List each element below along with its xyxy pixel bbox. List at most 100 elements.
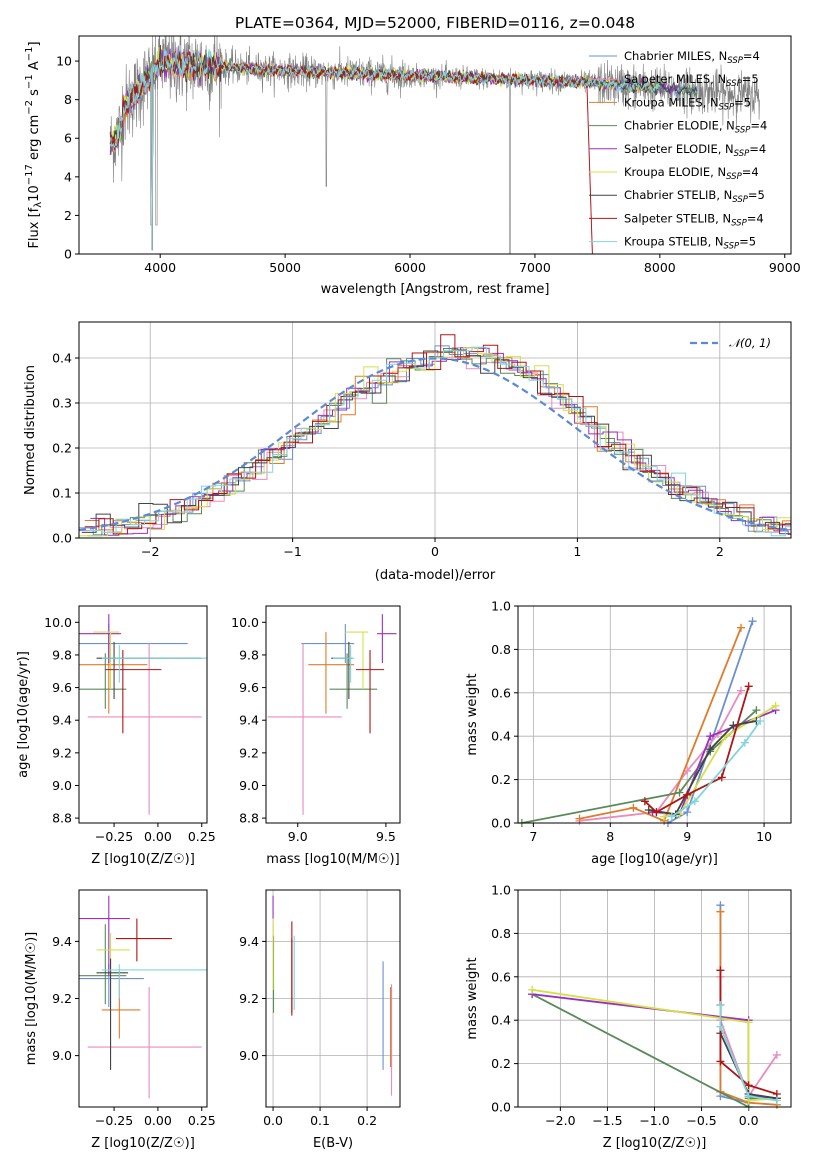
weight-vs-age-marker-2-5 bbox=[737, 686, 746, 695]
spectrum-legend: Chabrier MILES, NSSP=4 Salpeter MILES, NS… bbox=[589, 49, 767, 252]
residual-hist-ytick-label: 0.3 bbox=[52, 396, 72, 411]
weight-vs-age-xlabel: age [log10(age/yr)] bbox=[591, 852, 718, 867]
weight-vs-age-ytick-label: 0.4 bbox=[491, 729, 511, 744]
weight-vs-z-marker-6-2 bbox=[744, 1018, 753, 1027]
spectrum-ytick-label: 2 bbox=[64, 208, 72, 223]
weight-vs-age-xtick-label: 7 bbox=[529, 829, 537, 844]
weight-vs-z-marker-3-1 bbox=[716, 907, 725, 916]
weight-vs-age-marker-8-1 bbox=[640, 797, 649, 806]
mass-vs-ebv-xtick-label: 0.0 bbox=[263, 1113, 283, 1128]
age-vs-mass-point-5 bbox=[377, 614, 397, 664]
age-vs-z-ytick-label: 9.2 bbox=[52, 745, 72, 760]
age-vs-z-ytick-label: 8.8 bbox=[52, 811, 72, 826]
mass-vs-ebv-ytick-label: 9.2 bbox=[239, 991, 259, 1006]
mass-vs-z-point-7 bbox=[96, 958, 129, 1070]
age-vs-z-point-4 bbox=[79, 653, 127, 709]
hist-step-6 bbox=[79, 347, 791, 537]
weight-vs-age-marker-9-1 bbox=[667, 812, 676, 821]
spectrum-axes: 4000 5000 6000 7000 8000 9000 0 2 4 6 8 10 bbox=[56, 54, 801, 275]
age-vs-z-point-8 bbox=[105, 650, 162, 734]
spectrum-xtick-label: 8000 bbox=[644, 260, 676, 275]
weight-vs-age-marker-1-2 bbox=[683, 808, 692, 817]
weight-vs-z-xlabel: Z [log10(Z/Z☉)] bbox=[603, 1136, 707, 1151]
mass-vs-z-point-4 bbox=[79, 924, 127, 1005]
mass-vs-z-point-1 bbox=[79, 964, 144, 1008]
mass-vs-ebv-frame bbox=[265, 889, 401, 1108]
weight-vs-age-marker-8-2 bbox=[652, 808, 661, 817]
age-vs-z-ylabel: age [log10(age/yr)] bbox=[16, 651, 31, 778]
mass-vs-z-xlabel: Z [log10(Z/Z☉)] bbox=[91, 1136, 195, 1151]
legend-label-6: Kroupa ELODIE, NSSP=4 bbox=[624, 165, 759, 182]
spectrum-ylabel: Flux [fλ10−17 erg cm−2 s−1 A−1] bbox=[24, 41, 44, 248]
weight-vs-age-marker-3-2 bbox=[629, 803, 638, 812]
residual-hist-xlabel: (data-model)/error bbox=[375, 568, 496, 583]
age-vs-mass-ytick-label: 9.6 bbox=[239, 680, 259, 695]
weight-vs-z-marker-9-2 bbox=[716, 1022, 725, 1031]
spectrum-observed-line bbox=[109, 36, 761, 254]
mass-vs-z-xtick-label: −0.25 bbox=[95, 1113, 133, 1128]
weight-vs-z-marker-6-1 bbox=[528, 985, 537, 994]
legend-label-1: Chabrier MILES, NSSP=4 bbox=[624, 49, 760, 66]
age-vs-mass-ytick-label: 9.8 bbox=[239, 647, 259, 662]
age-vs-z-xtick-label: −0.25 bbox=[95, 829, 133, 844]
weight-vs-z-ylabel: mass weight bbox=[465, 957, 480, 1039]
weight-vs-z-frame bbox=[517, 889, 792, 1108]
residual-hist-ytick-label: 0.0 bbox=[52, 531, 72, 546]
weight-vs-z-ytick-label: 0.6 bbox=[491, 969, 511, 984]
weight-vs-age-frame bbox=[517, 605, 792, 824]
weight-vs-z-marker-8-3 bbox=[744, 1081, 753, 1090]
age-vs-z-point-1 bbox=[79, 623, 188, 664]
mass-vs-z-point-3 bbox=[101, 969, 141, 1039]
mass-vs-ebv-xtick-label: 0.1 bbox=[310, 1113, 330, 1128]
age-vs-z-point-6 bbox=[93, 631, 120, 690]
age-vs-z-ytick-label: 9.6 bbox=[52, 680, 72, 695]
mass-vs-z-ytick-label: 9.4 bbox=[52, 934, 72, 949]
age-vs-z-xtick-label: 0.00 bbox=[144, 829, 172, 844]
weight-vs-age-series-2 bbox=[579, 690, 742, 822]
weight-vs-z-xtick-label: −2.0 bbox=[545, 1113, 575, 1128]
spectrum-xtick-label: 5000 bbox=[269, 260, 301, 275]
weight-vs-age-ytick-label: 1.0 bbox=[491, 599, 511, 614]
age-vs-z-point-9 bbox=[101, 645, 207, 683]
spectrum-ytick-label: 0 bbox=[64, 247, 72, 262]
weight-vs-z-ytick-label: 0.2 bbox=[491, 1056, 511, 1071]
weight-vs-age-ytick-label: 0.0 bbox=[491, 816, 511, 831]
age-vs-mass-point-7 bbox=[331, 641, 353, 699]
weight-vs-age-marker-9-4 bbox=[756, 717, 765, 726]
weight-vs-age-marker-8-4 bbox=[717, 773, 726, 782]
weight-vs-age-series-3 bbox=[579, 627, 742, 822]
residual-hist-frame bbox=[78, 321, 792, 539]
legend-label-2: Salpeter MILES, NSSP=5 bbox=[624, 72, 759, 89]
age-vs-z-ytick-label: 10.0 bbox=[44, 615, 72, 630]
age-vs-mass-axes: 9.0 9.5 8.8 9.0 9.2 9.4 9.6 9.8 10.0 bbox=[231, 615, 396, 844]
residual-hist-ytick-label: 0.1 bbox=[52, 486, 72, 501]
mass-vs-ebv-xtick-label: 0.2 bbox=[357, 1113, 377, 1128]
weight-vs-age-marker-3-4 bbox=[737, 623, 746, 632]
age-vs-z-ytick-label: 9.4 bbox=[52, 713, 72, 728]
weight-vs-age-marker-9-2 bbox=[690, 797, 699, 806]
weight-vs-age-marker-4-4 bbox=[752, 706, 761, 715]
legend-label-4: Chabrier ELODIE, NSSP=4 bbox=[624, 119, 767, 136]
age-vs-mass-xlabel: mass [log10(M/M☉)] bbox=[266, 852, 399, 867]
weight-vs-age-xtick-label: 9 bbox=[683, 829, 691, 844]
spectrum-model-line-9 bbox=[109, 48, 661, 251]
age-vs-z-point-5 bbox=[79, 614, 122, 664]
weight-vs-z-marker-9-4 bbox=[772, 1096, 781, 1105]
hist-step-2 bbox=[81, 347, 791, 533]
age-vs-mass-xtick-label: 9.0 bbox=[288, 829, 308, 844]
age-vs-mass-point-6 bbox=[345, 631, 369, 690]
mass-vs-z-ytick-label: 9.0 bbox=[52, 1048, 72, 1063]
legend-label-9: Kroupa STELIB, NSSP=5 bbox=[624, 235, 756, 252]
mass-vs-z-axes: −0.25 0.00 0.25 9.0 9.2 9.4 bbox=[52, 934, 216, 1128]
age-vs-mass-ytick-label: 10.0 bbox=[231, 615, 259, 630]
age-vs-z-ytick-label: 9.8 bbox=[52, 647, 72, 662]
weight-vs-z-marker-9-3 bbox=[744, 1092, 753, 1101]
weight-vs-z-series-9 bbox=[719, 1005, 778, 1102]
spectrum-xlabel: wavelength [Angstrom, rest frame] bbox=[321, 282, 550, 297]
weight-vs-age-ytick-label: 0.8 bbox=[491, 642, 511, 657]
age-vs-z-frame bbox=[78, 605, 208, 824]
weight-vs-age-marker-1-3 bbox=[748, 617, 757, 626]
age-vs-mass-point-4 bbox=[329, 653, 378, 709]
legend-label-7: Chabrier STELIB, NSSP=5 bbox=[624, 188, 765, 205]
